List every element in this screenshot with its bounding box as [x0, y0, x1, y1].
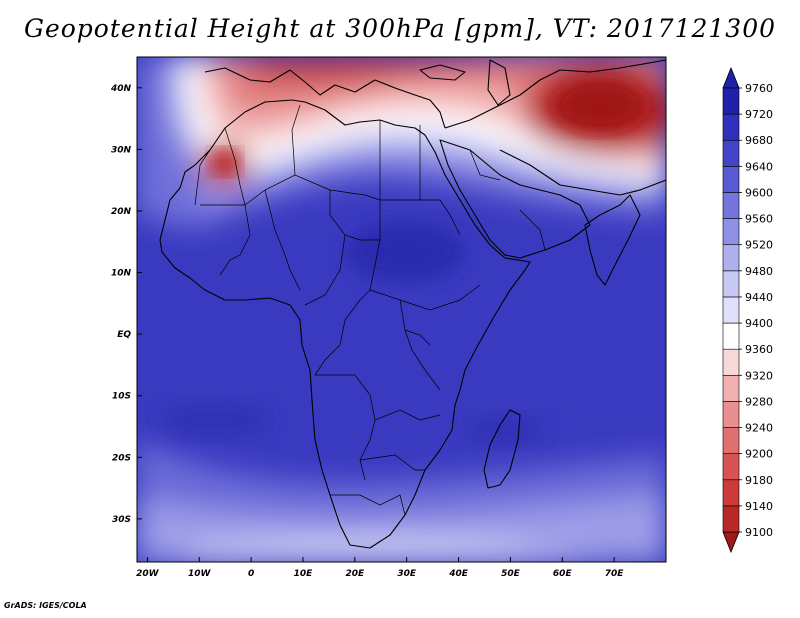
lon-tick-label: 40E	[448, 569, 469, 579]
lat-tick-label: 30S	[112, 515, 131, 525]
map-frame	[136, 56, 667, 563]
colorbar-label: 9520	[745, 239, 773, 252]
colorbar-swatch	[722, 479, 740, 507]
lon-tick-label: 30E	[397, 569, 417, 579]
colorbar-arrow-low	[722, 531, 740, 554]
colorbar-label: 9640	[745, 160, 773, 173]
lon-tick-label: 50E	[501, 569, 521, 579]
colorbar-label: 9760	[745, 82, 773, 95]
colorbar: 9100 9140 9180 9200 9240 9280 9320 9360 9400 9440…	[722, 66, 773, 554]
colorbar-swatch	[722, 322, 740, 350]
colorbar-label: 9360	[745, 343, 773, 356]
colorbar-swatch	[722, 453, 740, 481]
colorbar-label: 9680	[745, 134, 773, 147]
lon-tick-label: 70E	[605, 569, 625, 579]
lon-tick-label: 20W	[136, 569, 160, 579]
latitude-axis: 40N 30N 20N 10N EQ 10S 20S 30S	[110, 84, 142, 525]
colorbar-swatch	[722, 113, 740, 141]
colorbar-label: 9100	[745, 526, 773, 539]
colorbar-swatch	[722, 139, 740, 167]
lat-tick-label: EQ	[117, 330, 131, 340]
lat-tick-label: 10S	[112, 392, 131, 402]
colorbar-label: 9600	[745, 186, 773, 199]
colorbar-arrow-high	[722, 66, 740, 89]
map-title: Geopotential Height at 300hPa [gpm], VT:…	[23, 14, 777, 43]
colorbar-label: 9140	[745, 500, 773, 513]
lon-tick-label: 10W	[188, 569, 212, 579]
colorbar-swatch	[722, 505, 740, 533]
colorbar-label: 9320	[745, 369, 773, 382]
country-borders	[194, 104, 546, 516]
colorbar-label: 9240	[745, 422, 773, 435]
colorbar-label: 9400	[745, 317, 773, 330]
colorbar-swatch	[722, 166, 740, 193]
footer-credit: GrADS: IGES/COLA	[4, 601, 87, 610]
lat-tick-label: 40N	[110, 84, 132, 94]
height-field	[137, 57, 666, 562]
lon-tick-label: 0	[248, 569, 254, 579]
lat-tick-label: 20N	[111, 207, 132, 217]
lat-tick-label: 30N	[111, 145, 132, 155]
colorbar-swatch	[722, 427, 740, 454]
colorbar-swatch	[722, 87, 740, 115]
colorbar-label: 9440	[745, 291, 773, 304]
colorbar-swatch	[722, 374, 740, 402]
colorbar-label: 9480	[745, 265, 773, 278]
lon-tick-label: 10E	[294, 569, 314, 579]
lon-tick-label: 60E	[553, 569, 573, 579]
colorbar-swatch	[722, 401, 740, 428]
lon-tick-label: 20E	[345, 569, 365, 579]
colorbar-label: 9200	[745, 448, 773, 461]
colorbar-label: 9720	[745, 108, 773, 121]
colorbar-swatch	[722, 244, 740, 272]
colorbar-swatch	[722, 192, 740, 219]
coastlines	[159, 59, 666, 549]
colorbar-swatch	[722, 270, 740, 298]
colorbar-swatch	[722, 296, 740, 324]
colorbar-label: 9180	[745, 474, 773, 487]
colorbar-swatch	[722, 218, 740, 246]
lat-tick-label: 10N	[111, 269, 132, 279]
colorbar-label: 9560	[745, 213, 773, 226]
longitude-axis: 20W 10W 0 10E 20E 30E 40E 50E 60E 70E	[136, 557, 624, 579]
lat-tick-label: 20S	[112, 453, 131, 463]
colorbar-label: 9280	[745, 395, 773, 408]
colorbar-swatch	[722, 348, 740, 376]
